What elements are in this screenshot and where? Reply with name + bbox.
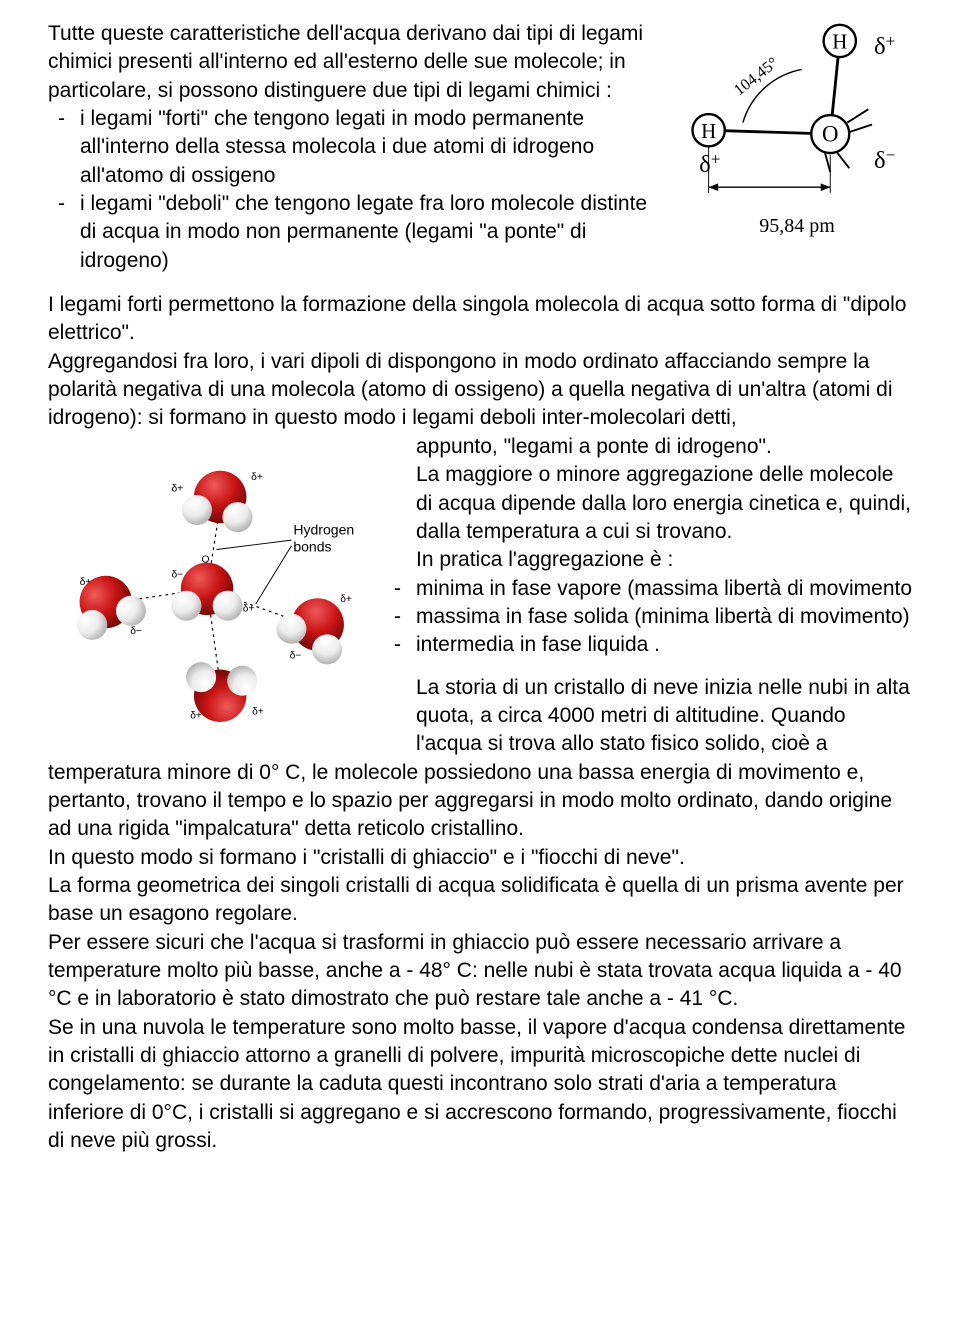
svg-text:H: H [701, 119, 716, 143]
hydrogen-bonds-diagram: Hydrogen bonds δ+ δ+ δ− δ+ δ− δ− δ+ δ+ δ… [48, 437, 398, 742]
svg-text:δ−: δ− [290, 650, 302, 661]
paragraph-crystals: In questo modo si formano i "cristalli d… [48, 844, 912, 872]
bond-length-label: 95,84 pm [682, 215, 912, 238]
paragraph-dipole: I legami forti permettono la formazione … [48, 291, 912, 348]
svg-text:δ+: δ+ [874, 32, 895, 61]
svg-text:δ−: δ− [874, 146, 895, 175]
svg-text:δ+: δ+ [252, 706, 264, 717]
hydrogen-bonds-label: Hydrogen [293, 521, 354, 537]
svg-text:δ+: δ+ [340, 594, 352, 605]
paragraph-temperatures: Per essere sicuri che l'acqua si trasfor… [48, 929, 912, 1014]
svg-text:δ−: δ− [130, 626, 142, 637]
svg-text:δ+: δ+ [699, 149, 720, 178]
paragraph-aggregation-a: Aggregandosi fra loro, i vari dipoli di … [48, 350, 893, 430]
svg-text:δ+: δ+ [243, 603, 255, 614]
svg-text:bonds: bonds [293, 538, 331, 554]
svg-text:δ−: δ− [171, 569, 183, 580]
svg-text:δ+: δ+ [171, 483, 183, 494]
paragraph-shape: La forma geometrica dei singoli cristall… [48, 872, 912, 929]
paragraph-clouds: Se in una nuvola le temperature sono mol… [48, 1014, 912, 1156]
svg-text:O: O [822, 122, 838, 147]
bond-angle-label: 104,45° [731, 54, 782, 99]
svg-text:δ+: δ+ [251, 472, 263, 483]
water-molecule-diagram: H H O δ+ δ+ δ− 104,45° 95,84 pm [682, 20, 912, 238]
svg-text:H: H [832, 30, 847, 54]
